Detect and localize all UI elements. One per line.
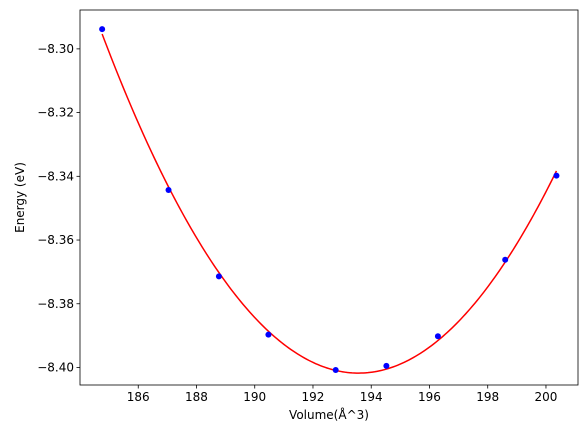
plot-area — [99, 26, 560, 374]
x-tick-label: 198 — [476, 390, 499, 404]
y-tick-label: −8.34 — [37, 169, 74, 183]
x-tick-label: 186 — [127, 390, 150, 404]
data-point — [332, 367, 339, 374]
data-point — [99, 26, 106, 33]
fit-curve — [101, 33, 558, 374]
axes-frame — [79, 9, 579, 386]
x-axis-title: Volume(Å^3) — [289, 407, 369, 422]
x-tick-label: 196 — [418, 390, 441, 404]
x-tick-label: 194 — [360, 390, 383, 404]
data-point — [215, 273, 222, 280]
data-point — [265, 331, 272, 338]
y-tick-label: −8.40 — [37, 360, 74, 374]
y-tick-label: −8.30 — [37, 42, 74, 56]
data-point — [502, 256, 509, 263]
x-tick-label: 190 — [243, 390, 266, 404]
x-tick-label: 192 — [302, 390, 325, 404]
axes: 186 188 190 192 194 196 198 200 −8.30 −8.32 −8.34 −… — [37, 9, 579, 404]
data-point — [553, 172, 560, 179]
y-tick-label: −8.36 — [37, 233, 74, 247]
data-point — [165, 187, 172, 194]
y-tick-label: −8.38 — [37, 297, 74, 311]
x-tick-label: 188 — [185, 390, 208, 404]
data-point — [434, 333, 441, 340]
x-tick-label: 200 — [535, 390, 558, 404]
data-point — [383, 362, 390, 369]
y-tick-label: −8.32 — [37, 106, 74, 120]
y-axis-title: Energy (eV) — [13, 162, 27, 233]
